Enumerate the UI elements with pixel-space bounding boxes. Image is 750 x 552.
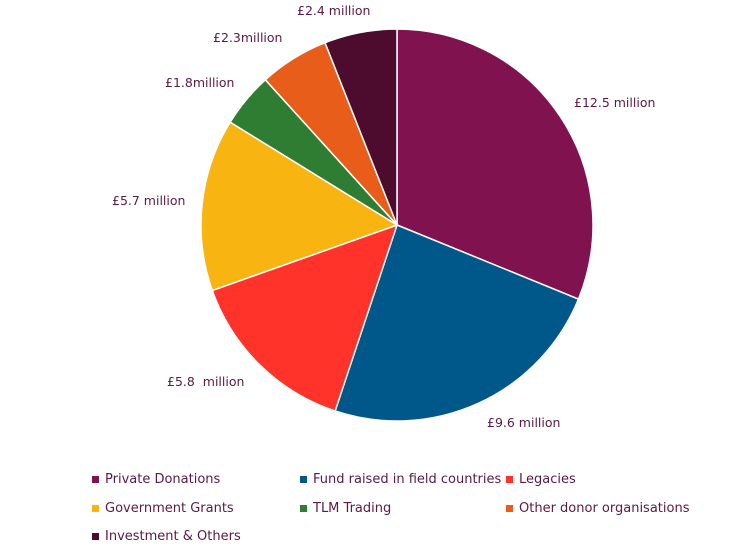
legend-swatch (506, 476, 513, 483)
legend-swatch (506, 505, 513, 512)
data-label: £12.5 million (574, 95, 655, 110)
legend-swatch (300, 476, 307, 483)
legend-label: TLM Trading (313, 501, 392, 516)
legend-label: Other donor organisations (519, 501, 690, 516)
data-label: £9.6 million (487, 415, 560, 430)
legend-item: Private Donations (92, 472, 220, 487)
legend-item: Fund raised in field countries (300, 472, 501, 487)
legend-item: Investment & Others (92, 529, 241, 544)
legend-label: Fund raised in field countries (313, 472, 502, 487)
pie-slice-legacies (211, 223, 399, 412)
legend-swatch (300, 505, 307, 512)
data-label: £2.4 million (297, 3, 370, 18)
data-label: £1.8million (165, 75, 234, 90)
legend-label: Investment & Others (105, 529, 241, 544)
legend-item: Legacies (506, 472, 576, 487)
data-label: £5.7 million (112, 193, 185, 208)
pie-slice-government-grants (200, 121, 399, 292)
legend-label: Government Grants (105, 501, 234, 516)
legend-swatch (92, 533, 99, 540)
legend-label: Legacies (519, 472, 576, 487)
legend-label: Private Donations (105, 472, 221, 487)
pie-slice-fund-raised-in-field-countries (334, 224, 580, 422)
pie-slice-private-donations (396, 28, 594, 301)
legend-swatch (92, 476, 99, 483)
legend-item: Government Grants (92, 501, 234, 516)
legend-swatch (92, 505, 99, 512)
legend-item: Other donor organisations (506, 501, 689, 516)
data-label: £2.3million (213, 30, 282, 45)
data-label: £5.8 million (167, 374, 244, 389)
legend-item: TLM Trading (300, 501, 391, 516)
pie-slice-investment-others (324, 28, 398, 226)
